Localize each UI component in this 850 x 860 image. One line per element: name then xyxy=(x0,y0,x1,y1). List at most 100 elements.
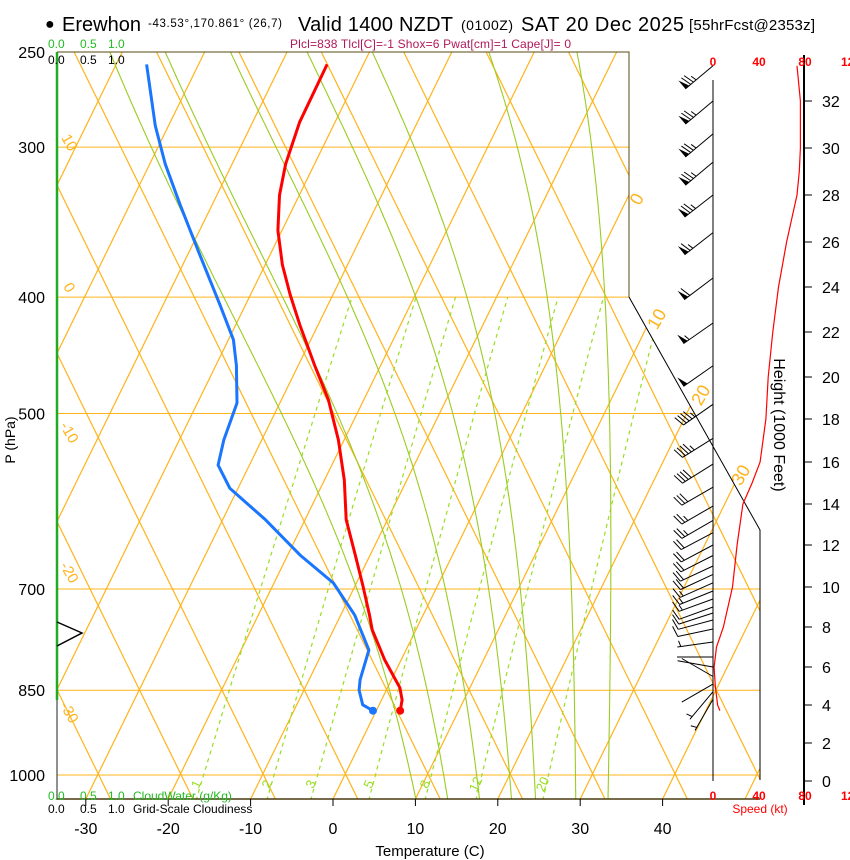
speed-tick-label-bottom: 120 xyxy=(841,789,850,803)
moist-adiabat-line xyxy=(306,52,513,799)
height-tick-label: 28 xyxy=(822,188,840,205)
mixing-ratio-label: 12 xyxy=(466,774,486,793)
temperature-tick-label: 0 xyxy=(329,821,338,838)
height-tick-label: 32 xyxy=(822,94,840,111)
pressure-tick-label: 250 xyxy=(18,45,45,62)
temperature-tick-label: -30 xyxy=(74,821,97,838)
pressure-tick-label: 1000 xyxy=(9,768,45,785)
dry-adiabat-line xyxy=(320,52,688,799)
wind-barb xyxy=(673,463,714,484)
temperature-tick-label: -10 xyxy=(239,821,262,838)
isotherm-label: 30 xyxy=(727,461,754,488)
moist-adiabat-line xyxy=(164,52,449,799)
wind-barbs xyxy=(672,65,714,731)
mixing-ratio-line xyxy=(424,297,559,799)
dry-adiabat-line xyxy=(57,52,359,799)
height-tick-label: 24 xyxy=(822,280,840,297)
mixing-ratio-label: 5 xyxy=(360,778,377,791)
height-tick-label: 20 xyxy=(822,370,840,387)
location-coords: -43.53°,170.861° (26,7) xyxy=(148,18,282,30)
dry-adiabat-line xyxy=(73,52,441,799)
cloudiness-tick: 0.0 xyxy=(48,53,65,67)
cloudiness-label: Grid-Scale Cloudiness xyxy=(133,802,252,816)
wind-barb xyxy=(672,626,714,637)
temperature-tick-label: 40 xyxy=(654,821,672,838)
wind-barb xyxy=(672,590,714,605)
height-tick-label: 0 xyxy=(822,774,831,791)
mixing-ratio-label: 3 xyxy=(302,778,319,791)
wind-barb xyxy=(677,640,714,648)
wind-barb xyxy=(672,582,714,598)
mixing-ratio-line xyxy=(368,297,509,799)
height-tick-label: 4 xyxy=(822,698,831,715)
dry-adiabat-line xyxy=(567,52,760,799)
speed-tick-label-bottom: 0 xyxy=(710,789,717,803)
height-tick-label: 14 xyxy=(822,497,840,514)
temperature-tick-label: -20 xyxy=(157,821,180,838)
temperature-line xyxy=(276,63,404,711)
wind-barb xyxy=(673,437,714,458)
speed-tick-label-bottom: 40 xyxy=(752,789,766,803)
isotherm-line xyxy=(662,52,760,799)
wind-barb xyxy=(673,532,714,551)
mixing-ratio-line xyxy=(310,297,457,799)
wind-barb xyxy=(681,658,714,677)
cloudwater-tick: 1.0 xyxy=(108,789,125,803)
isotherm-line xyxy=(414,52,760,799)
wind-barb xyxy=(673,505,714,525)
cloudiness-tick: 0.5 xyxy=(80,53,97,67)
height-tick-label: 10 xyxy=(822,580,840,597)
surface-dewpoint-marker xyxy=(368,706,377,715)
mixing-ratio-line xyxy=(266,297,417,799)
height-tick-label: 30 xyxy=(822,141,840,158)
wind-barb xyxy=(673,486,714,506)
cloudwater-tick: 0.0 xyxy=(48,789,65,803)
y-axis-title: P (hPa) xyxy=(2,416,18,463)
wind-barb xyxy=(678,100,714,125)
stability-stats: Plcl=838 Tlcl[C]=-1 Shox=6 Pwat[cm]=1 Ca… xyxy=(290,37,571,51)
pressure-tick-label: 850 xyxy=(18,683,45,700)
dry-adiabat-label: -30 xyxy=(56,699,82,726)
wind-barb xyxy=(677,277,714,301)
temperature-tick-label: 20 xyxy=(489,821,507,838)
temperature-tick-label: 30 xyxy=(571,821,589,838)
x-axis-title: Temperature (C) xyxy=(375,843,484,860)
pressure-tick-label: 400 xyxy=(18,290,45,307)
height-tick-label: 6 xyxy=(822,660,831,677)
mixing-ratio-line xyxy=(195,297,353,799)
mixing-ratio-label: 20 xyxy=(533,774,553,793)
valid-time: Valid 1400 NZDT xyxy=(298,14,453,36)
height-tick-label: 18 xyxy=(822,412,840,429)
mixing-ratio-line xyxy=(475,297,605,799)
cloudiness-marker-icon xyxy=(56,621,84,647)
cloudiness-tick: 0.0 xyxy=(48,802,65,816)
cloudwater-tick: 0.5 xyxy=(80,37,97,51)
cloudwater-tick: 0.0 xyxy=(48,37,65,51)
wind-barb xyxy=(672,573,714,591)
cloudwater-label: CloudWater (g/Kg) xyxy=(133,789,232,803)
cloudwater-tick: 1.0 xyxy=(108,37,125,51)
wind-barb xyxy=(681,683,714,703)
dry-adiabat-label: 0 xyxy=(59,280,78,296)
isotherm-label: 20 xyxy=(687,381,714,408)
height-tick-label: 8 xyxy=(822,620,831,637)
height-tick-label: 2 xyxy=(822,736,831,753)
mixing-ratio-line xyxy=(542,297,664,799)
isotherm-line xyxy=(250,52,618,799)
dewpoint-line xyxy=(145,64,374,713)
wind-barb xyxy=(674,403,714,426)
wind-barb xyxy=(678,133,714,158)
wind-barb xyxy=(677,365,714,387)
utc-time: (0100Z) xyxy=(461,17,513,33)
wind-barb xyxy=(673,544,714,563)
dry-adiabat-line xyxy=(57,52,276,799)
bullet-icon: ● xyxy=(45,16,55,33)
wind-barb xyxy=(677,232,714,256)
dry-adiabat-line xyxy=(238,52,606,799)
moist-adiabat-line xyxy=(488,52,577,799)
wind-barb xyxy=(672,619,714,630)
dry-adiabat-line xyxy=(485,52,760,799)
isotherm-line xyxy=(85,52,453,799)
